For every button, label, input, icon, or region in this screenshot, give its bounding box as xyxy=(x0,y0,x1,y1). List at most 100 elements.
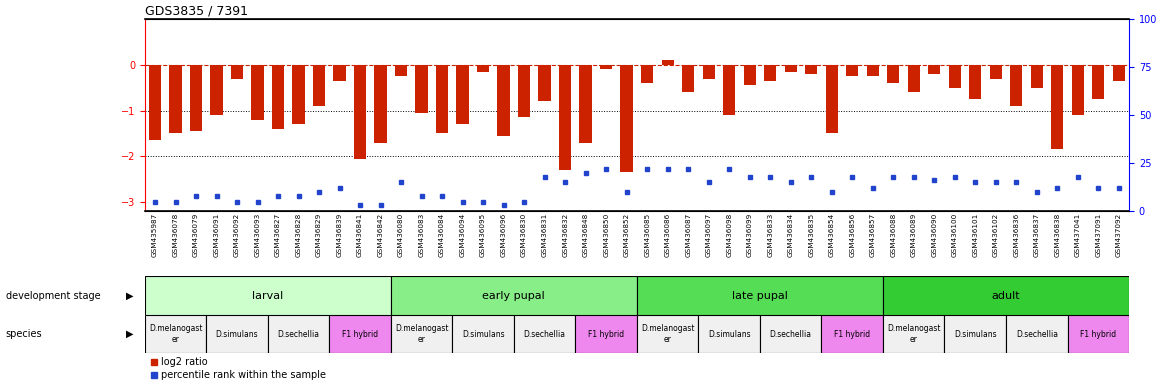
Text: GSM436083: GSM436083 xyxy=(418,212,425,257)
Text: GSM436096: GSM436096 xyxy=(500,212,506,257)
Bar xyxy=(760,315,821,353)
Text: GSM437091: GSM437091 xyxy=(1095,212,1101,257)
Bar xyxy=(453,315,514,353)
Bar xyxy=(698,315,760,353)
Bar xyxy=(435,65,448,134)
Text: GSM436854: GSM436854 xyxy=(829,212,835,257)
Bar xyxy=(374,65,387,142)
Bar xyxy=(416,65,427,113)
Bar xyxy=(272,65,284,129)
Text: GSM436850: GSM436850 xyxy=(603,212,609,257)
Bar xyxy=(395,65,408,76)
Text: GSM436084: GSM436084 xyxy=(439,212,445,257)
Text: GSM436836: GSM436836 xyxy=(1013,212,1019,257)
Bar xyxy=(821,315,882,353)
Text: GSM436830: GSM436830 xyxy=(521,212,527,257)
Text: F1 hybrid: F1 hybrid xyxy=(342,329,379,339)
Text: GSM437041: GSM437041 xyxy=(1075,212,1080,257)
Text: GSM436089: GSM436089 xyxy=(910,212,917,257)
Text: F1 hybrid: F1 hybrid xyxy=(834,329,871,339)
Bar xyxy=(206,315,267,353)
Bar xyxy=(334,65,346,81)
Bar xyxy=(354,65,366,159)
Text: GSM436827: GSM436827 xyxy=(276,212,281,257)
Text: early pupal: early pupal xyxy=(483,291,545,301)
Bar xyxy=(576,315,637,353)
Text: GSM436848: GSM436848 xyxy=(582,212,588,257)
Text: D.melanogast
er: D.melanogast er xyxy=(887,324,940,344)
Text: GSM436833: GSM436833 xyxy=(768,212,774,257)
Text: GSM436835: GSM436835 xyxy=(808,212,814,257)
Text: GSM436828: GSM436828 xyxy=(295,212,301,257)
Bar xyxy=(637,276,882,315)
Bar xyxy=(390,315,453,353)
Bar xyxy=(230,65,243,79)
Bar xyxy=(723,65,735,115)
Bar xyxy=(1092,65,1105,99)
Text: GSM436094: GSM436094 xyxy=(460,212,466,257)
Bar xyxy=(1051,65,1063,149)
Text: GSM436092: GSM436092 xyxy=(234,212,240,257)
Bar xyxy=(682,65,695,92)
Text: GSM435987: GSM435987 xyxy=(152,212,157,257)
Text: D.simulans: D.simulans xyxy=(215,329,258,339)
Legend: log2 ratio, percentile rank within the sample: log2 ratio, percentile rank within the s… xyxy=(149,357,327,380)
Text: GSM436098: GSM436098 xyxy=(726,212,732,257)
Text: GSM436831: GSM436831 xyxy=(542,212,548,257)
Text: late pupal: late pupal xyxy=(732,291,787,301)
Text: D.sechellia: D.sechellia xyxy=(278,329,320,339)
Bar xyxy=(1010,65,1023,106)
Bar xyxy=(514,315,576,353)
Text: larval: larval xyxy=(252,291,284,301)
Bar xyxy=(1006,315,1068,353)
Text: GSM436095: GSM436095 xyxy=(481,212,486,257)
Bar xyxy=(145,315,206,353)
Bar xyxy=(559,65,571,170)
Bar xyxy=(882,315,945,353)
Bar xyxy=(882,276,1129,315)
Bar xyxy=(887,65,900,83)
Bar xyxy=(292,65,305,124)
Text: GSM436085: GSM436085 xyxy=(644,212,650,257)
Text: GSM436080: GSM436080 xyxy=(398,212,404,257)
Text: GSM436101: GSM436101 xyxy=(973,212,979,257)
Bar xyxy=(169,65,182,134)
Text: GSM436834: GSM436834 xyxy=(787,212,793,257)
Text: D.simulans: D.simulans xyxy=(954,329,997,339)
Bar xyxy=(1031,65,1043,88)
Text: GSM436090: GSM436090 xyxy=(931,212,937,257)
Text: GSM436100: GSM436100 xyxy=(952,212,958,257)
Bar xyxy=(846,65,858,76)
Text: D.sechellia: D.sechellia xyxy=(523,329,565,339)
Bar xyxy=(538,65,551,101)
Bar xyxy=(456,65,469,124)
Bar xyxy=(661,60,674,65)
Text: D.melanogast
er: D.melanogast er xyxy=(395,324,448,344)
Bar xyxy=(805,65,818,74)
Text: GSM436087: GSM436087 xyxy=(686,212,691,257)
Bar xyxy=(1113,65,1124,81)
Text: GSM436088: GSM436088 xyxy=(891,212,896,257)
Text: GSM436078: GSM436078 xyxy=(173,212,178,257)
Text: development stage: development stage xyxy=(6,291,101,301)
Text: ▶: ▶ xyxy=(126,329,133,339)
Text: GSM436832: GSM436832 xyxy=(562,212,569,257)
Bar xyxy=(1068,315,1129,353)
Text: D.melanogast
er: D.melanogast er xyxy=(148,324,203,344)
Bar xyxy=(149,65,161,140)
Bar xyxy=(600,65,613,70)
Bar xyxy=(498,65,510,136)
Text: D.simulans: D.simulans xyxy=(708,329,750,339)
Bar xyxy=(1071,65,1084,115)
Text: GSM436856: GSM436856 xyxy=(849,212,856,257)
Bar xyxy=(969,65,981,99)
Text: GSM436102: GSM436102 xyxy=(992,212,998,257)
Bar xyxy=(826,65,838,134)
Bar xyxy=(637,315,698,353)
Text: GSM436852: GSM436852 xyxy=(624,212,630,257)
Text: D.sechellia: D.sechellia xyxy=(1016,329,1057,339)
Text: GSM436838: GSM436838 xyxy=(1054,212,1061,257)
Text: GSM437092: GSM437092 xyxy=(1116,212,1122,257)
Text: GSM436829: GSM436829 xyxy=(316,212,322,257)
Bar xyxy=(866,65,879,76)
